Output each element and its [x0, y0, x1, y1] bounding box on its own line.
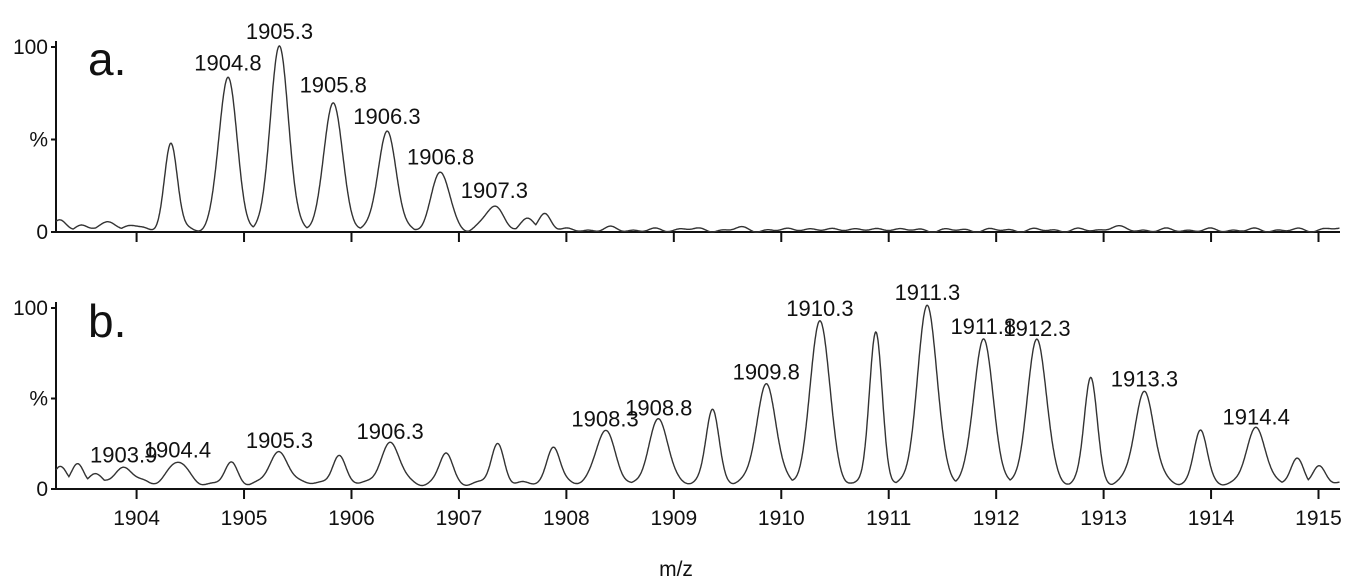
- peak-label: 1911.8: [950, 314, 1016, 339]
- y-tick-label-b: %: [29, 388, 48, 411]
- peak-label: 1905.3: [246, 19, 313, 44]
- panel-a: a. 0% 100 1904.8 1905.3 1905.8 1906.3 1906.8 19…: [13, 19, 1340, 244]
- peak-label: 1908.3: [571, 407, 638, 432]
- y-tick-label-b: 100: [13, 297, 48, 320]
- peak-label: 1906.3: [353, 104, 420, 129]
- peak-label: 1908.8: [625, 396, 692, 421]
- x-tick-label: 1905: [221, 507, 268, 530]
- x-tick-label: 1911: [866, 507, 911, 530]
- x-tick-label: 1908: [543, 507, 590, 530]
- peak-label: 1905.8: [300, 73, 367, 98]
- peak-label: 1909.8: [733, 359, 800, 384]
- peak-label: 1905.3: [246, 428, 313, 453]
- panel-b: b. 0% 100 1904 1905 1906 1907 1908 1909 1910 1911…: [13, 280, 1342, 530]
- x-tick-label: 1907: [436, 507, 483, 530]
- peak-label: 1906.3: [357, 419, 424, 444]
- peak-label: 1912.3: [1003, 316, 1070, 341]
- x-tick-label: 1909: [650, 507, 697, 530]
- x-tick-label: 1906: [328, 507, 375, 530]
- spectrum-trace-a: [55, 45, 1340, 233]
- peak-label: 1910.3: [786, 296, 853, 321]
- peak-label: 1904.8: [194, 50, 261, 75]
- y-tick-label-a: 100: [13, 36, 48, 59]
- panel-label-a: a.: [88, 33, 126, 85]
- peak-label: 1906.8: [407, 145, 474, 170]
- x-tick-label: 1910: [758, 507, 805, 530]
- x-tick-label: 1913: [1080, 507, 1127, 530]
- peak-label: 1907.3: [461, 178, 528, 203]
- x-axis-label: m/z: [659, 558, 693, 581]
- spectrum-trace-b: [55, 304, 1340, 487]
- x-tick-label: 1904: [113, 507, 160, 530]
- peak-label: 1904.4: [144, 437, 211, 462]
- x-tick-label: 1912: [973, 507, 1020, 530]
- y-tick-label-a: 0: [36, 221, 48, 244]
- peak-label: 1914.4: [1223, 405, 1290, 430]
- x-tick-label: 1915: [1295, 507, 1342, 530]
- panel-label-b: b.: [88, 295, 126, 347]
- peak-label: 1903.9: [90, 443, 157, 468]
- peak-label: 1911.3: [895, 280, 961, 305]
- y-tick-label-a: %: [29, 129, 48, 152]
- y-tick-label-b: 0: [36, 478, 48, 501]
- peak-label: 1913.3: [1111, 367, 1178, 392]
- x-tick-label: 1914: [1188, 507, 1235, 530]
